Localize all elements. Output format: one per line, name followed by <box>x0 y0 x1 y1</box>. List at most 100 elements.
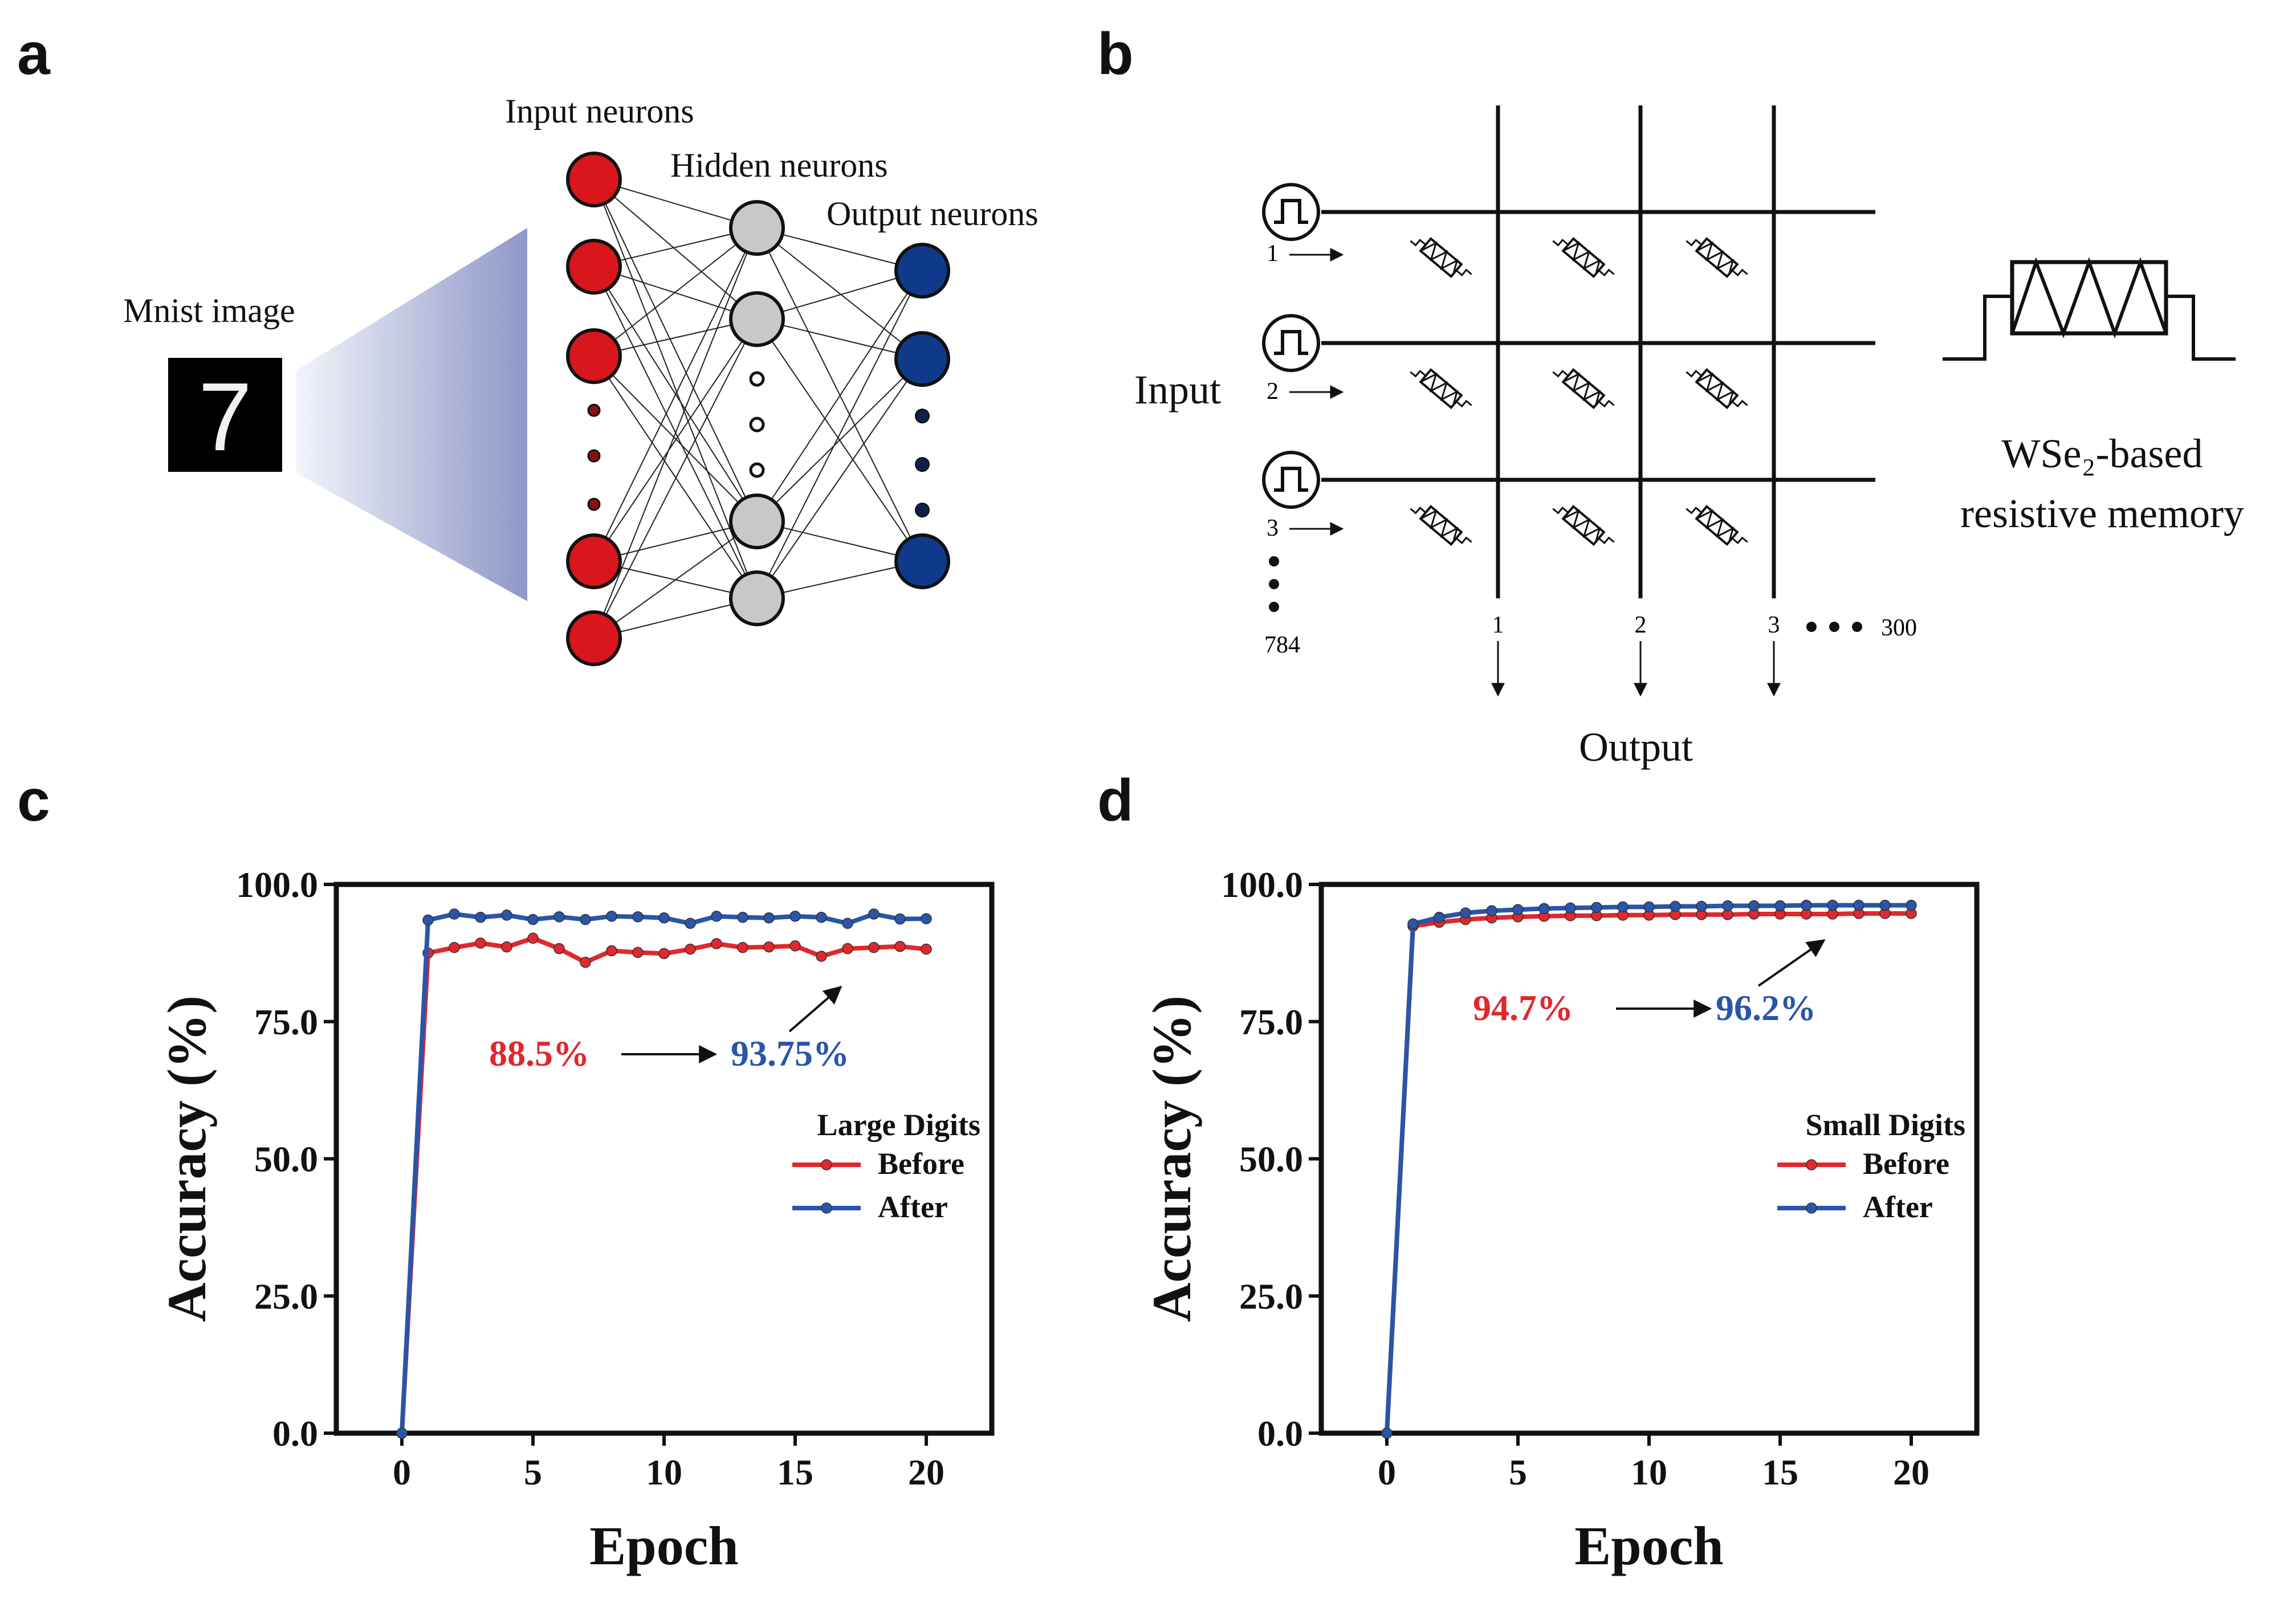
hidden-neuron <box>729 200 785 256</box>
memory-label-line1: WSe₂-based <box>2002 431 2203 476</box>
row-index-2: 2 <box>1267 378 1279 405</box>
data-point-before <box>816 951 827 962</box>
hidden-neuron <box>729 570 785 626</box>
legend-title: Large Digits <box>817 1108 980 1142</box>
annotation-before: 88.5% <box>489 1033 589 1074</box>
y-tick-label: 25.0 <box>254 1276 318 1316</box>
memristors <box>1410 236 1748 546</box>
data-point-after <box>1512 904 1524 916</box>
output-neuron <box>894 243 950 299</box>
crossbar-output-label: Output <box>1579 724 1693 770</box>
data-point-after <box>422 914 434 926</box>
data-point-after <box>1486 905 1497 916</box>
data-point-before <box>527 932 539 944</box>
data-point-after <box>449 908 460 920</box>
data-point-after <box>1801 899 1812 911</box>
column-index-last: 300 <box>1881 615 1917 641</box>
data-point-before <box>763 941 775 953</box>
data-point-after <box>658 912 670 924</box>
data-point-before <box>842 943 853 955</box>
annotation-diagonal-arrow <box>788 985 842 1033</box>
data-point-before <box>658 948 670 960</box>
data-point-after <box>816 912 827 923</box>
data-point-after <box>1774 900 1786 912</box>
crossbar-grid <box>1321 105 1875 598</box>
y-tick-label: 75.0 <box>1239 1002 1303 1042</box>
data-point-after <box>1853 899 1865 911</box>
mnist-digit: 7 <box>198 363 253 471</box>
output-neuron <box>894 331 950 387</box>
legend-marker <box>821 1159 832 1170</box>
column-index-1: 1 <box>1492 612 1504 638</box>
row-index-1: 1 <box>1267 240 1279 267</box>
ellipsis-dot <box>587 403 601 417</box>
x-axis-title: Epoch <box>1574 1515 1723 1576</box>
x-tick-label: 0 <box>393 1452 411 1492</box>
input-neuron <box>566 610 622 666</box>
data-point-after <box>868 908 880 920</box>
input-neurons-label: Input neurons <box>505 92 694 130</box>
ellipsis-dot <box>587 497 601 511</box>
memristor-icon <box>1686 368 1748 410</box>
data-point-before <box>632 947 644 958</box>
y-axis-title: Accuracy (%) <box>156 996 217 1322</box>
legend-marker <box>1806 1202 1817 1214</box>
data-point-after <box>1722 900 1733 912</box>
data-point-after <box>1381 1427 1393 1439</box>
row-index-3: 3 <box>1267 515 1279 541</box>
data-point-after <box>1407 918 1419 930</box>
data-point-after <box>527 913 539 925</box>
data-point-after <box>894 913 906 925</box>
x-tick-label: 20 <box>908 1452 945 1492</box>
input-neuron <box>566 328 622 384</box>
data-point-after <box>553 911 565 923</box>
legend-marker <box>1806 1159 1817 1170</box>
data-point-before <box>868 941 880 953</box>
data-point-after <box>606 911 617 922</box>
data-point-after <box>842 917 853 929</box>
y-tick-label: 50.0 <box>254 1139 318 1180</box>
crossbar-input-label: Input <box>1134 367 1221 413</box>
data-point-after <box>711 911 722 922</box>
data-point-after <box>475 912 486 923</box>
data-point-after <box>1460 907 1471 919</box>
pulse-source-icon <box>1262 451 1320 509</box>
data-point-before <box>789 940 801 952</box>
data-point-after <box>737 912 748 923</box>
data-point-after <box>1879 899 1891 911</box>
panel-letter-c: c <box>17 768 50 834</box>
x-tick-label: 5 <box>1509 1452 1527 1492</box>
output-neuron <box>894 533 950 589</box>
data-point-after <box>1670 900 1681 912</box>
y-axis-title: Accuracy (%) <box>1141 996 1202 1322</box>
data-point-after <box>632 911 644 923</box>
data-point-after <box>1591 902 1602 913</box>
input-neuron <box>566 533 622 589</box>
memristor-icon <box>1552 504 1615 546</box>
ellipsis-dot <box>749 462 765 478</box>
x-tick-label: 10 <box>646 1452 682 1492</box>
y-tick-label: 0.0 <box>272 1413 318 1454</box>
legend-label: After <box>878 1190 948 1224</box>
memristor-icon <box>1552 236 1615 279</box>
memristor-icon <box>1410 236 1472 279</box>
series-line-before <box>1385 911 1911 1434</box>
projection-funnel <box>296 228 527 601</box>
y-tick-label: 100.0 <box>1221 864 1303 905</box>
ellipsis-dot <box>915 457 930 472</box>
hidden-neuron <box>729 493 785 549</box>
data-point-after <box>921 913 932 924</box>
data-point-after <box>1748 900 1760 912</box>
x-tick-label: 0 <box>1378 1452 1396 1492</box>
input-neuron <box>566 239 622 295</box>
column-index-3: 3 <box>1768 612 1780 638</box>
column-indices: 1 2 3 300 <box>1491 612 1917 697</box>
data-point-before <box>580 956 591 968</box>
x-tick-label: 15 <box>777 1452 813 1492</box>
data-point-before <box>921 943 932 955</box>
hidden-neuron <box>729 291 785 347</box>
data-point-before <box>449 941 460 953</box>
ellipsis-dot <box>915 409 930 423</box>
mnist-image-label: Mnist image <box>123 292 295 329</box>
data-point-after <box>1617 901 1629 913</box>
